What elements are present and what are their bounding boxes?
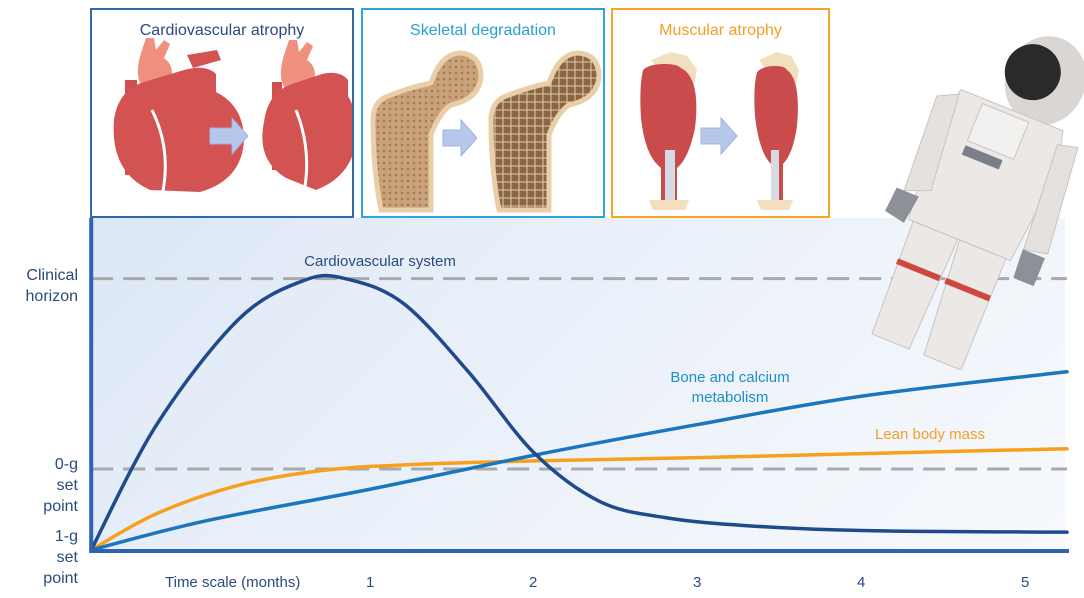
heart-after-icon [262, 40, 352, 193]
calf-after-icon [754, 52, 799, 210]
x-tick-label: 1 [366, 574, 375, 591]
label-bone-calcium: Bone and calcium metabolism [670, 369, 790, 406]
calf-muscle-icon [640, 52, 799, 210]
x-tick-label: 3 [693, 574, 702, 591]
heart-before-icon [113, 38, 244, 197]
series-line-cardiovascular-system [89, 273, 1069, 552]
series-line-bone-and-calcium-metabolism [89, 370, 1069, 552]
x-axis-title: Time scale (months) [165, 574, 301, 591]
femur-bone-icon [370, 50, 602, 213]
panel-muscular-atrophy: Muscular atrophy [611, 8, 830, 218]
heart-icon [113, 38, 352, 197]
panel-title: Muscular atrophy [659, 22, 782, 39]
x-tick-label: 5 [1021, 574, 1030, 591]
astronaut-illustration [871, 36, 1084, 370]
x-tick-label: 4 [857, 574, 866, 591]
series-line-lean-body-mass [89, 447, 1069, 552]
panel-cardiovascular-atrophy: Cardiovascular atrophy [90, 8, 354, 218]
arrow-icon [209, 116, 249, 156]
calf-before-icon [640, 52, 697, 210]
panel-skeletal-degradation: Skeletal degradation [361, 8, 605, 218]
panel-title: Cardiovascular atrophy [139, 22, 305, 39]
y-label-clinical-horizon: Clinical horizon [25, 267, 78, 305]
y-label-1g-set-point: 1-g set point [43, 528, 78, 587]
helmet-visor [1004, 44, 1061, 101]
label-cardiovascular-system: Cardiovascular system [304, 253, 456, 270]
label-lean-body-mass: Lean body mass [874, 426, 986, 443]
panel-title: Skeletal degradation [410, 22, 556, 39]
y-label-0g-set-point: 0-g set point [43, 456, 78, 515]
x-tick-label: 2 [529, 574, 538, 591]
